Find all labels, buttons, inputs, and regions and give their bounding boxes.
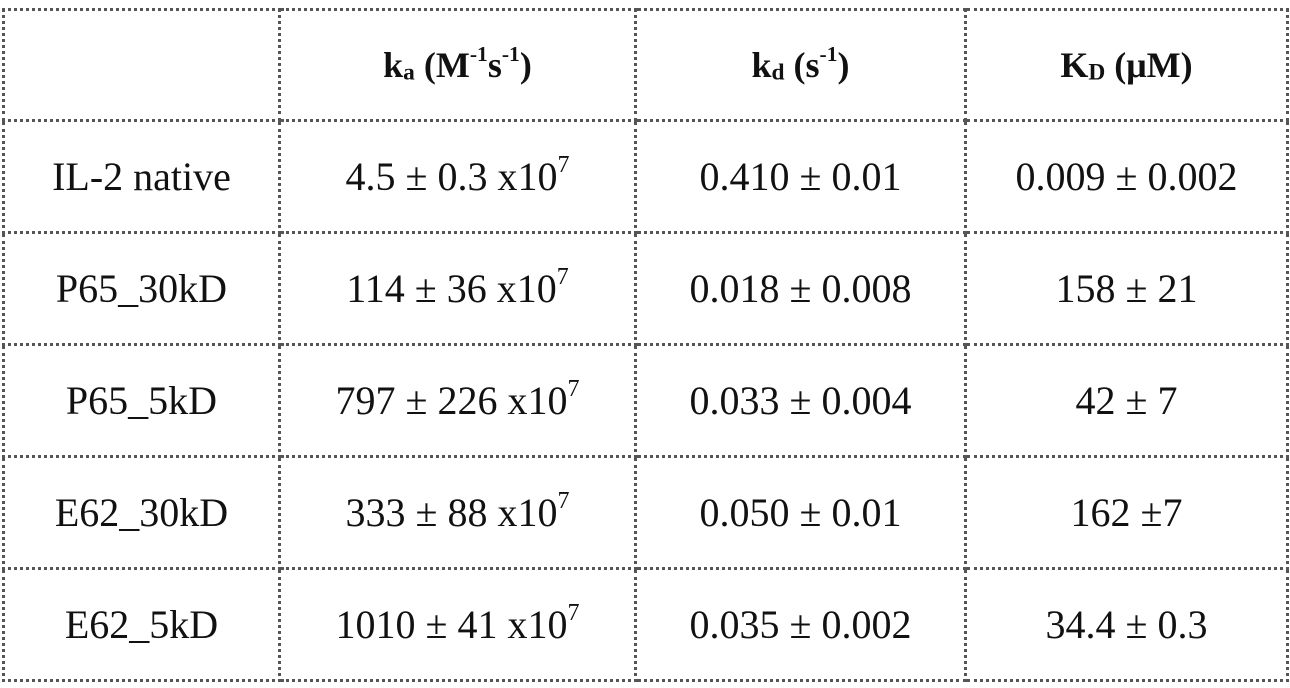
cell-name: E62_30kD bbox=[4, 457, 280, 569]
header-row: ka (M-1s-1) kd (s-1) KD (μM) bbox=[4, 10, 1288, 121]
kinetics-table: ka (M-1s-1) kd (s-1) KD (μM) IL-2 native… bbox=[2, 8, 1289, 682]
cell-kd: 0.410 ± 0.01 bbox=[636, 121, 966, 233]
header-kd: kd (s-1) bbox=[636, 10, 966, 121]
cell-KD: 34.4 ± 0.3 bbox=[966, 569, 1288, 681]
cell-KD: 162 ±7 bbox=[966, 457, 1288, 569]
cell-KD: 158 ± 21 bbox=[966, 233, 1288, 345]
cell-kd: 0.050 ± 0.01 bbox=[636, 457, 966, 569]
cell-name: P65_30kD bbox=[4, 233, 280, 345]
cell-ka: 333 ± 88 x107 bbox=[280, 457, 636, 569]
header-empty bbox=[4, 10, 280, 121]
header-KD: KD (μM) bbox=[966, 10, 1288, 121]
cell-name: IL-2 native bbox=[4, 121, 280, 233]
cell-name: P65_5kD bbox=[4, 345, 280, 457]
cell-ka: 1010 ± 41 x107 bbox=[280, 569, 636, 681]
table-row: IL-2 native4.5 ± 0.3 x1070.410 ± 0.010.0… bbox=[4, 121, 1288, 233]
cell-name: E62_5kD bbox=[4, 569, 280, 681]
cell-KD: 42 ± 7 bbox=[966, 345, 1288, 457]
cell-kd: 0.018 ± 0.008 bbox=[636, 233, 966, 345]
table-row: P65_30kD114 ± 36 x1070.018 ± 0.008158 ± … bbox=[4, 233, 1288, 345]
table-row: E62_5kD1010 ± 41 x1070.035 ± 0.00234.4 ±… bbox=[4, 569, 1288, 681]
table-row: P65_5kD797 ± 226 x1070.033 ± 0.00442 ± 7 bbox=[4, 345, 1288, 457]
cell-KD: 0.009 ± 0.002 bbox=[966, 121, 1288, 233]
cell-kd: 0.035 ± 0.002 bbox=[636, 569, 966, 681]
cell-ka: 4.5 ± 0.3 x107 bbox=[280, 121, 636, 233]
header-ka: ka (M-1s-1) bbox=[280, 10, 636, 121]
cell-ka: 114 ± 36 x107 bbox=[280, 233, 636, 345]
cell-ka: 797 ± 226 x107 bbox=[280, 345, 636, 457]
cell-kd: 0.033 ± 0.004 bbox=[636, 345, 966, 457]
table-row: E62_30kD333 ± 88 x1070.050 ± 0.01162 ±7 bbox=[4, 457, 1288, 569]
